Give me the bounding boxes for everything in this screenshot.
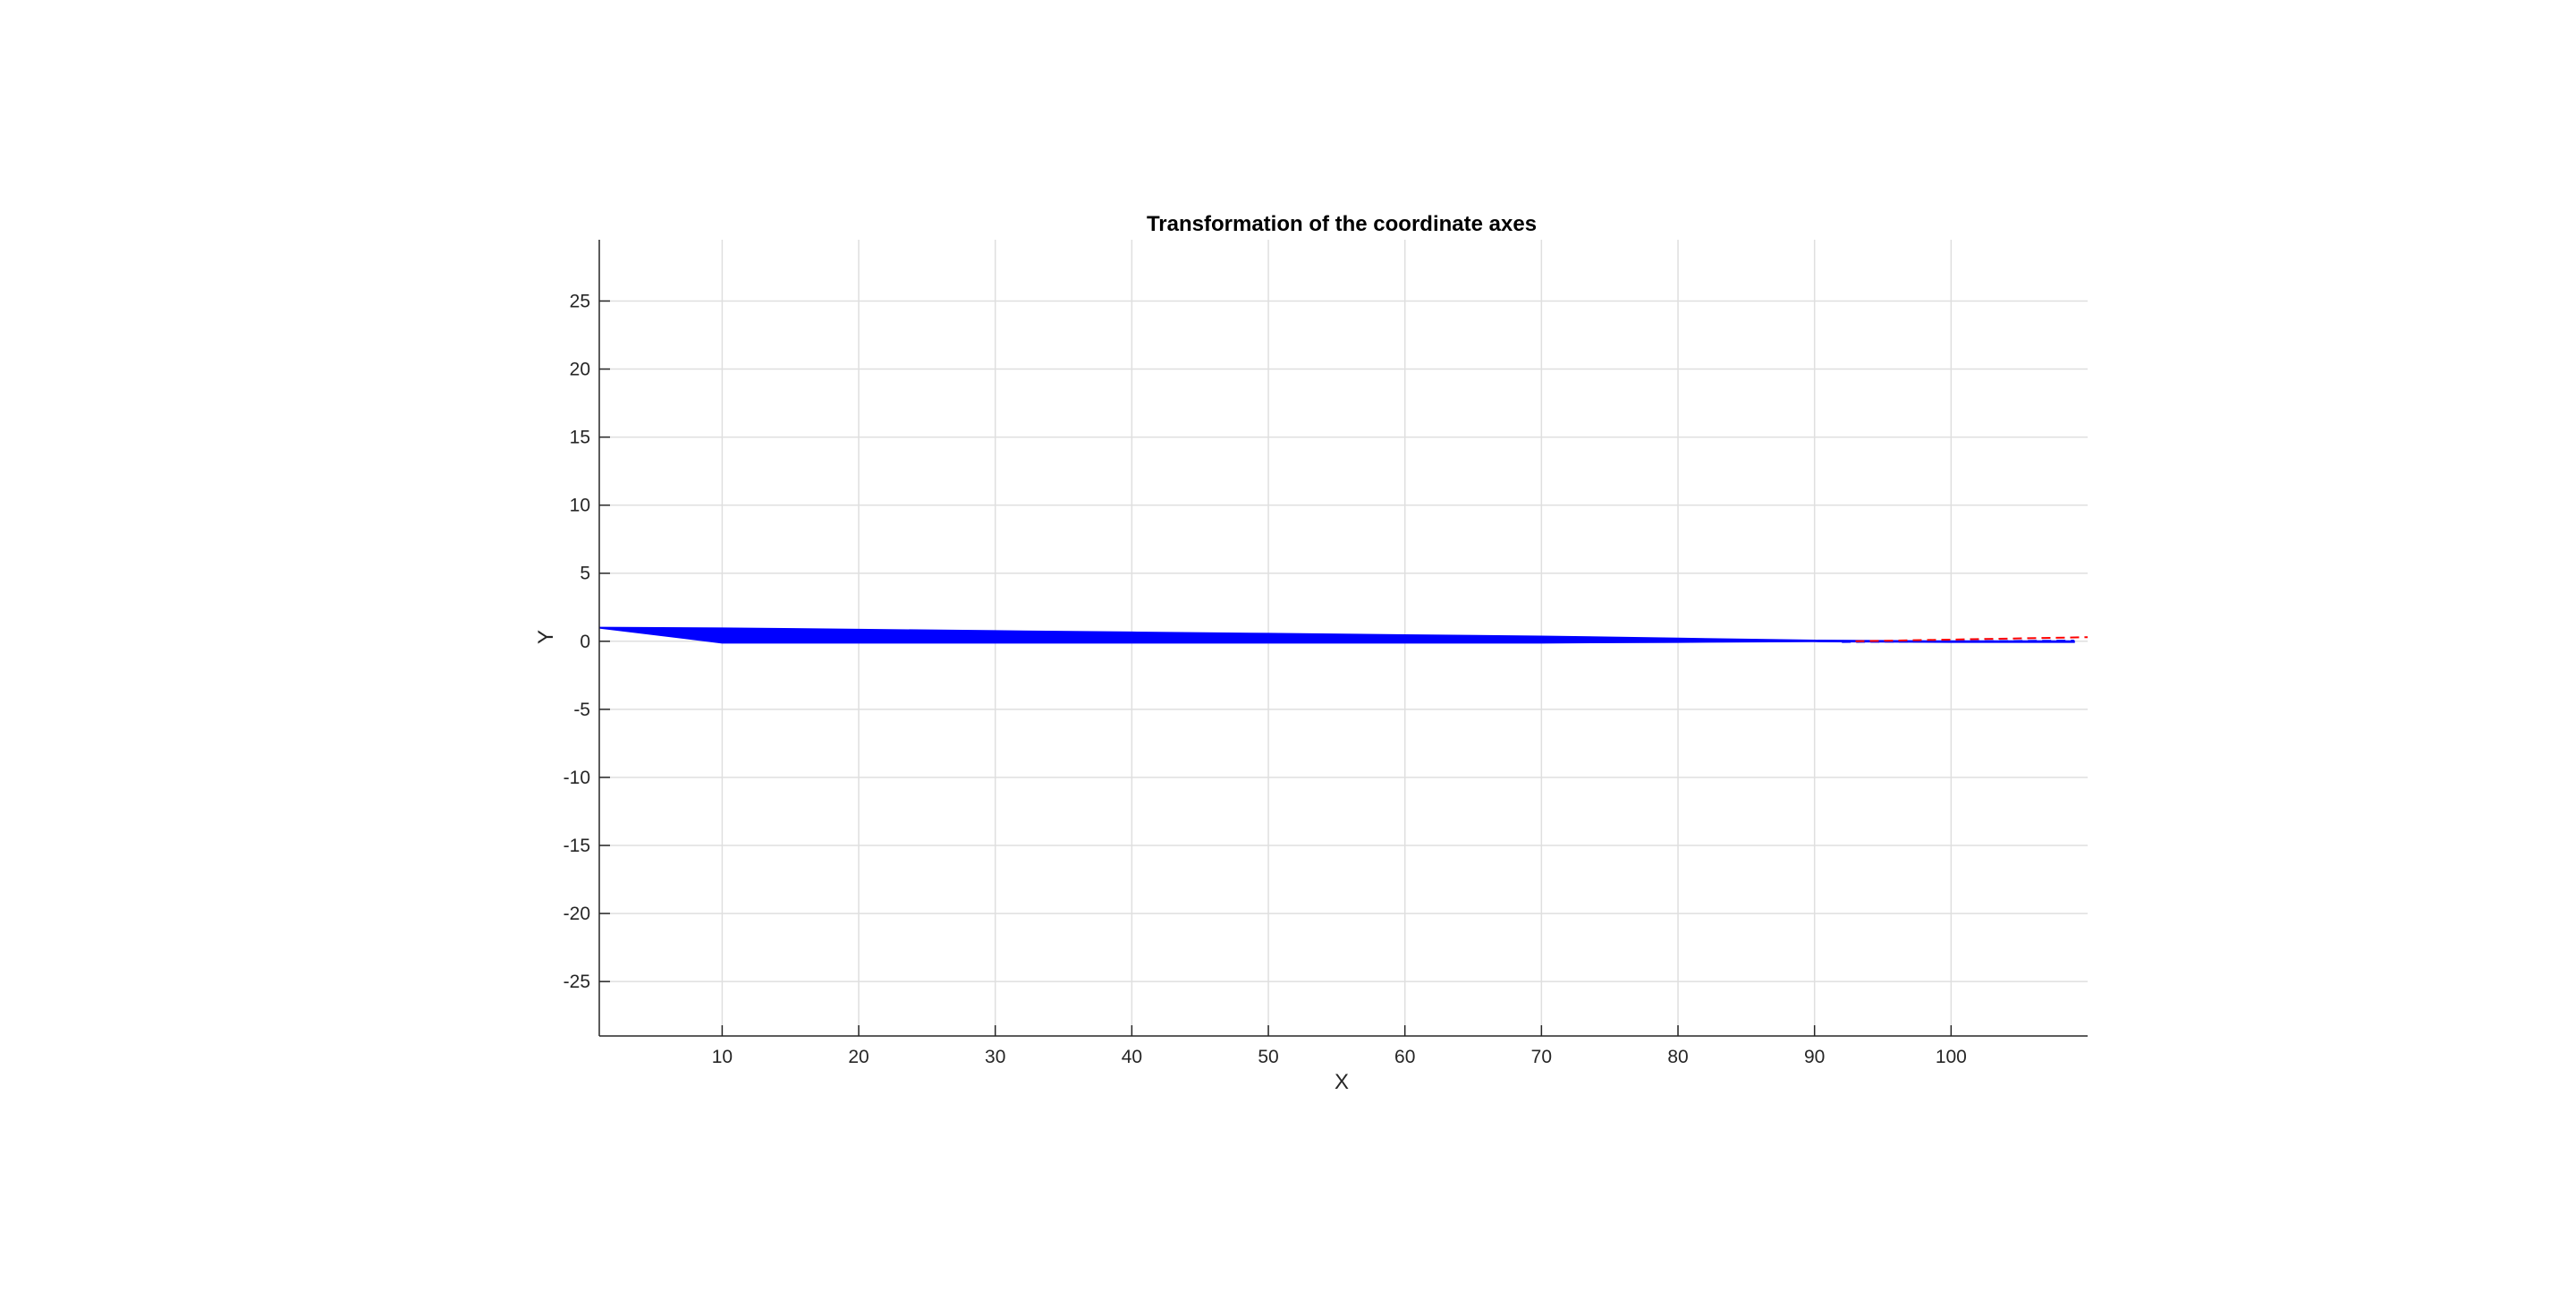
y-tick-label: -10 <box>564 768 590 788</box>
x-tick-label: 100 <box>1936 1047 1967 1067</box>
y-tick-label: -20 <box>564 904 590 924</box>
y-tick-label: 20 <box>570 360 590 380</box>
grid-layer <box>599 240 2088 1036</box>
y-axis-label: Y <box>534 630 558 644</box>
axes-layer <box>598 240 2088 1037</box>
x-tick-label: 40 <box>1122 1047 1142 1067</box>
y-tick-label: 0 <box>580 632 590 652</box>
plot-layer <box>598 626 2089 644</box>
x-tick-label: 10 <box>712 1047 733 1067</box>
series-band-0 <box>598 626 2075 644</box>
x-axis-label: X <box>1335 1070 1349 1094</box>
chart-title: Transformation of the coordinate axes <box>1147 212 1537 236</box>
series-line-1 <box>1842 640 2074 643</box>
y-tick-label: -15 <box>564 836 590 856</box>
x-tick-label: 50 <box>1258 1047 1278 1067</box>
y-tick-label: -25 <box>564 972 590 992</box>
y-tick-label: 25 <box>570 291 590 311</box>
ticks-layer: 10 20 30 40 50 60 70 80 90 1002520151050-5-10-15-… <box>564 291 1967 1067</box>
x-tick-label: 70 <box>1531 1047 1552 1067</box>
x-tick-label: 20 <box>848 1047 869 1067</box>
x-tick-label: 60 <box>1394 1047 1415 1067</box>
y-tick-label: -5 <box>573 700 590 720</box>
x-tick-label: 90 <box>1804 1047 1825 1067</box>
y-tick-label: 15 <box>570 428 590 448</box>
y-tick-label: 5 <box>580 564 590 584</box>
y-tick-label: 10 <box>570 496 590 516</box>
series-line-2 <box>1855 636 2089 642</box>
x-tick-label: 80 <box>1667 1047 1688 1067</box>
x-tick-label: 30 <box>985 1047 1005 1067</box>
